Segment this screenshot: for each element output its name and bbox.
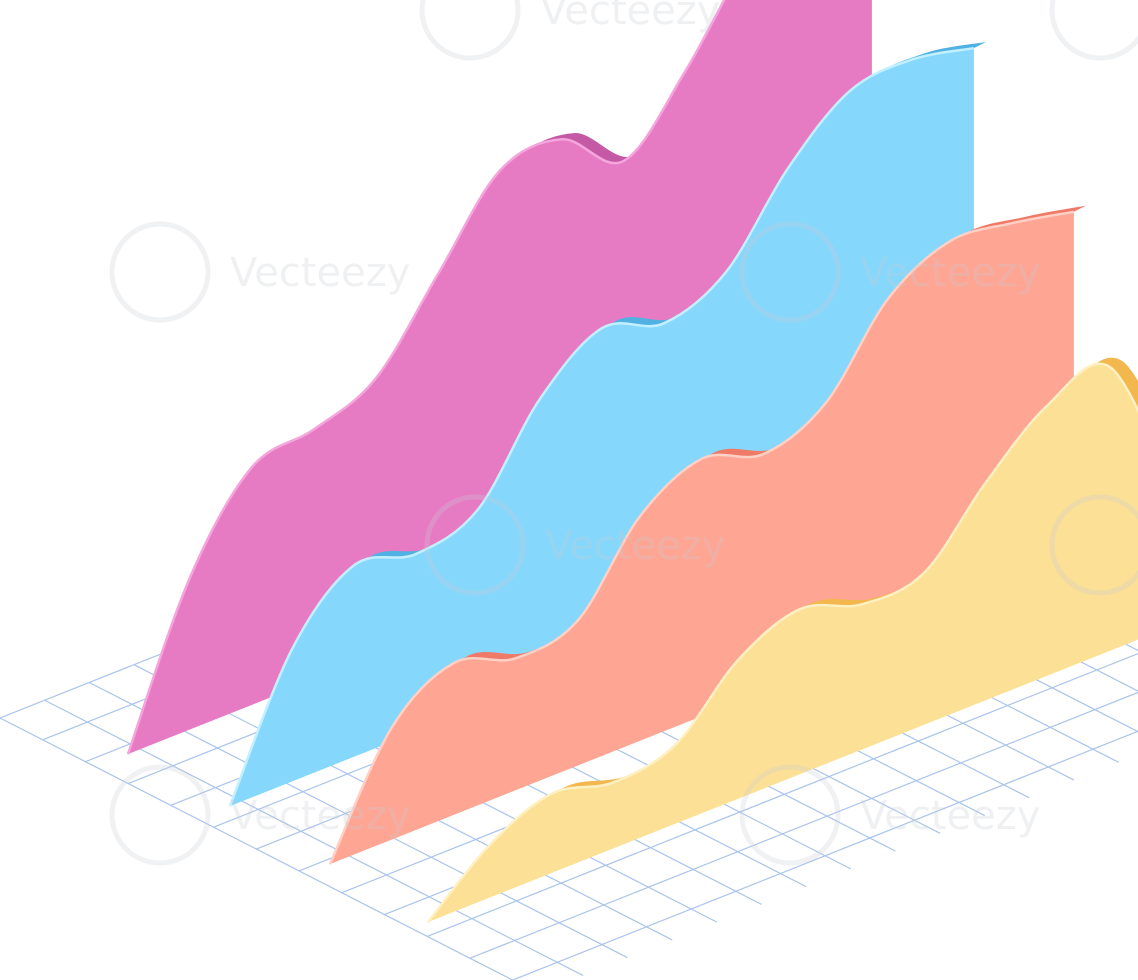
vecteezy-logo-icon bbox=[109, 764, 211, 866]
grid-line bbox=[512, 730, 1138, 980]
vecteezy-logo-icon bbox=[419, 0, 521, 61]
series-face-1 bbox=[127, 0, 872, 755]
watermark-layer: Vecteezy Vecteezy Vecteezy Vecteezy Vecteezy… bbox=[109, 0, 1138, 866]
series-face-2 bbox=[229, 48, 974, 807]
series-side-4 bbox=[427, 357, 1138, 923]
vecteezy-logo-icon bbox=[1049, 494, 1138, 596]
series-area-1 bbox=[126, 0, 872, 755]
grid-line bbox=[426, 652, 1138, 937]
series-rim-2 bbox=[228, 46, 975, 807]
grid-line bbox=[0, 717, 514, 980]
watermark-text: Vecteezy bbox=[860, 250, 1040, 296]
series-area-4 bbox=[426, 357, 1138, 923]
vecteezy-logo-icon bbox=[424, 494, 526, 596]
grid-line bbox=[469, 691, 1138, 959]
series-rim-4 bbox=[426, 362, 1138, 923]
series-area-3 bbox=[328, 205, 1086, 865]
watermark-text: Vecteezy bbox=[545, 523, 725, 569]
watermark-text: Vecteezy bbox=[860, 793, 1040, 839]
chart-series-layers bbox=[126, 0, 1138, 923]
series-face-4 bbox=[427, 363, 1138, 923]
series-area-2 bbox=[228, 42, 986, 807]
vecteezy-logo-icon bbox=[739, 764, 841, 866]
watermark-text: Vecteezy bbox=[230, 793, 410, 839]
vecteezy-logo-icon bbox=[739, 221, 841, 323]
series-face-3 bbox=[329, 211, 1074, 865]
series-rim-1 bbox=[126, 0, 726, 755]
vecteezy-logo-icon bbox=[1049, 0, 1138, 61]
vecteezy-logo-icon bbox=[109, 221, 211, 323]
watermark-text: Vecteezy bbox=[540, 0, 720, 34]
watermark-text: Vecteezy bbox=[230, 250, 410, 296]
series-rim-3 bbox=[328, 210, 1075, 865]
